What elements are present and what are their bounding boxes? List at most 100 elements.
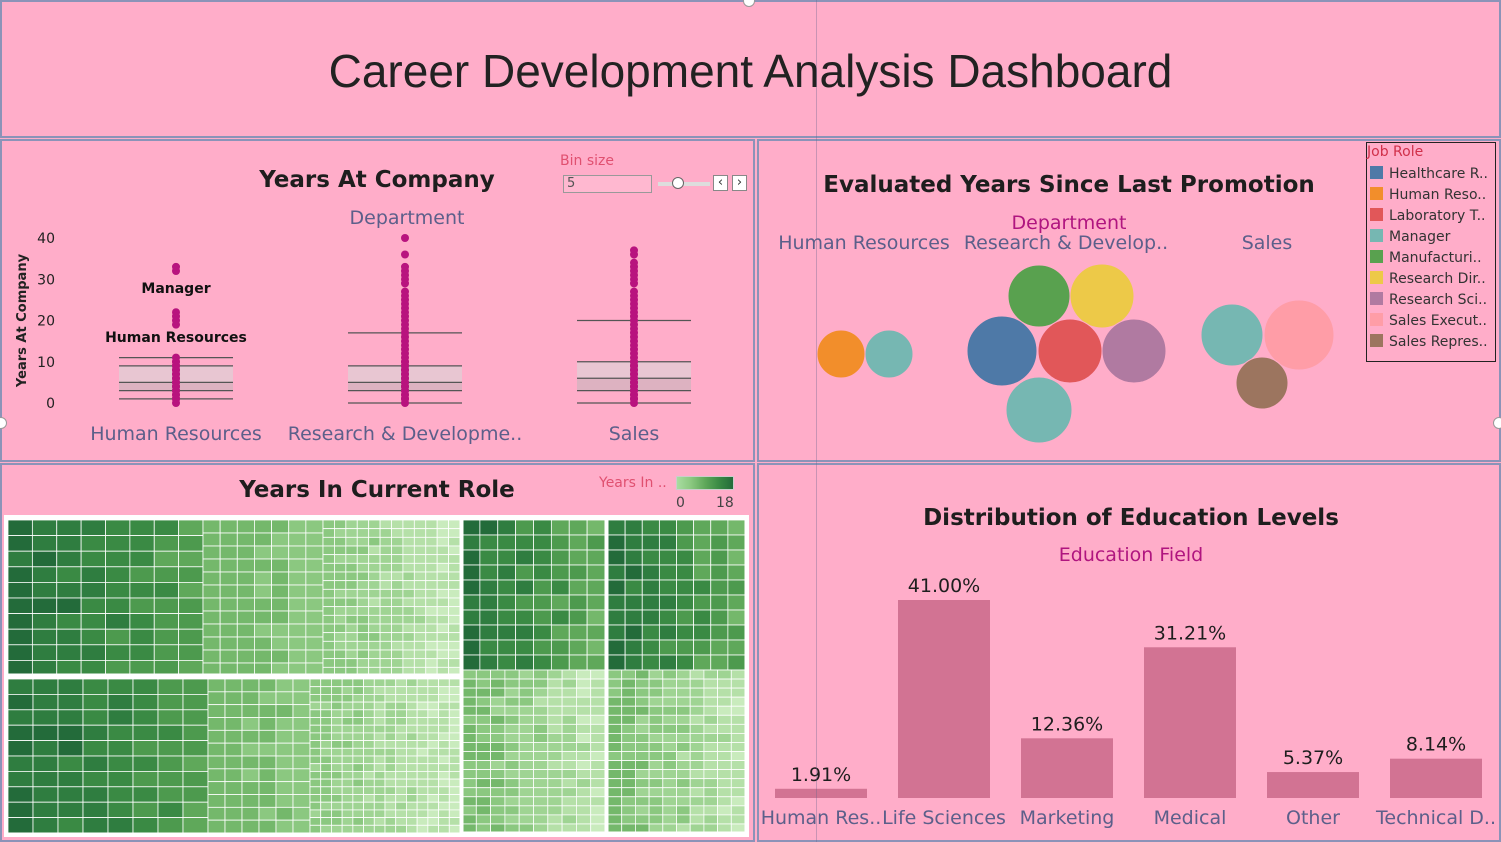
treemap-cell <box>479 579 499 596</box>
bin-size-label: Bin size <box>560 153 614 169</box>
treemap-cell <box>363 717 375 726</box>
treemap-cell <box>413 554 427 564</box>
bar-value-label: 8.14% <box>1406 734 1466 756</box>
treemap-cell <box>436 588 449 599</box>
bin-size-slider-knob[interactable] <box>672 177 684 189</box>
treemap-cell <box>425 536 438 547</box>
treemap-cell <box>607 742 623 752</box>
treemap-cell <box>590 769 606 780</box>
treemap-cell <box>224 755 243 770</box>
treemap-cell <box>402 571 415 582</box>
department-label: Human Resources <box>778 232 950 254</box>
treemap-cell <box>320 824 332 834</box>
treemap-cell <box>461 796 477 807</box>
treemap-cell <box>7 709 34 726</box>
treemap-cell <box>275 717 294 731</box>
legend-label: Sales Execut.. <box>1389 313 1487 329</box>
treemap-cell <box>547 760 563 771</box>
annotation-label: Manager <box>141 281 210 297</box>
treemap-cell <box>607 678 623 689</box>
treemap-cell <box>258 742 277 757</box>
treemap-cell <box>379 571 392 582</box>
bar <box>1267 772 1359 798</box>
category-label: Human Res.. <box>761 807 882 829</box>
treemap-cell <box>576 769 592 780</box>
treemap-cell <box>305 649 324 664</box>
chevron-left-icon[interactable]: ‹ <box>713 175 728 191</box>
treemap-cell <box>7 628 33 646</box>
treemap-cell <box>356 658 370 668</box>
treemap-cell <box>334 519 347 530</box>
treemap-cell <box>56 566 82 583</box>
legend-item: Healthcare R.. <box>1370 166 1488 182</box>
legend-label: Laboratory T.. <box>1389 208 1486 224</box>
treemap-cell <box>352 817 364 826</box>
treemap-cell <box>676 549 695 566</box>
resize-handle[interactable] <box>1493 417 1501 429</box>
bar-value-label: 12.36% <box>1031 713 1103 735</box>
treemap-cell <box>82 693 109 711</box>
treemap-cell <box>586 624 606 641</box>
treemap-cell <box>331 747 343 757</box>
treemap-cell <box>518 714 534 725</box>
treemap-cell <box>624 579 643 596</box>
treemap-cell <box>416 763 429 772</box>
treemap-cell <box>57 786 84 803</box>
bin-size-slider[interactable] <box>658 182 710 186</box>
treemap-cell <box>425 588 438 599</box>
treemap-cell <box>448 755 461 765</box>
treemap-cell <box>368 632 381 642</box>
treemap-cell <box>402 528 415 538</box>
treemap-cell <box>590 696 606 707</box>
treemap-cell <box>689 751 705 761</box>
treemap-cell <box>547 814 563 825</box>
treemap-cell <box>518 705 534 716</box>
bin-size-input[interactable]: 5 <box>563 175 652 193</box>
treemap-cell <box>448 732 461 741</box>
treemap-cell <box>689 705 705 716</box>
treemap-cell <box>727 609 746 626</box>
treemap-cell <box>322 623 335 634</box>
treemap-cell <box>504 714 520 725</box>
treemap-cell <box>689 669 705 680</box>
treemap-cell <box>82 786 109 803</box>
treemap-cell <box>345 597 358 608</box>
treemap-cell <box>363 701 375 711</box>
chevron-right-icon[interactable]: › <box>732 175 747 191</box>
treemap-cell <box>461 639 481 656</box>
treemap-cell <box>518 769 534 780</box>
treemap-cell <box>56 597 82 615</box>
treemap-cell <box>219 519 238 534</box>
treemap-cell <box>157 693 184 711</box>
treemap-cell <box>427 747 439 757</box>
treemap-cell <box>254 623 272 638</box>
treemap-cell <box>607 687 623 698</box>
treemap-cell <box>153 582 180 599</box>
treemap-cell <box>662 705 677 716</box>
treemap-cell <box>436 632 449 642</box>
treemap-cell <box>384 678 397 688</box>
treemap-cell <box>309 686 322 695</box>
treemap-cell <box>448 571 461 582</box>
treemap-cell <box>461 751 477 761</box>
treemap-cell <box>309 709 322 718</box>
treemap-cell <box>331 770 343 780</box>
treemap-cell <box>703 814 719 825</box>
treemap-cell <box>624 564 643 581</box>
treemap-cell <box>662 769 677 780</box>
treemap-cell <box>57 740 84 757</box>
treemap-cell <box>425 528 438 538</box>
treemap-cell <box>533 814 549 825</box>
treemap-cell <box>406 701 418 711</box>
treemap-cell <box>31 644 58 661</box>
treemap-cell <box>561 787 577 798</box>
treemap-group <box>605 515 748 835</box>
treemap-cell <box>331 740 343 749</box>
treemap-cell <box>254 649 272 664</box>
category-label: Marketing <box>1020 807 1115 829</box>
treemap-cell <box>648 742 664 752</box>
treemap-cell <box>436 623 449 634</box>
bar <box>1021 738 1113 798</box>
treemap-cell <box>32 693 59 711</box>
treemap-cell <box>320 794 332 803</box>
